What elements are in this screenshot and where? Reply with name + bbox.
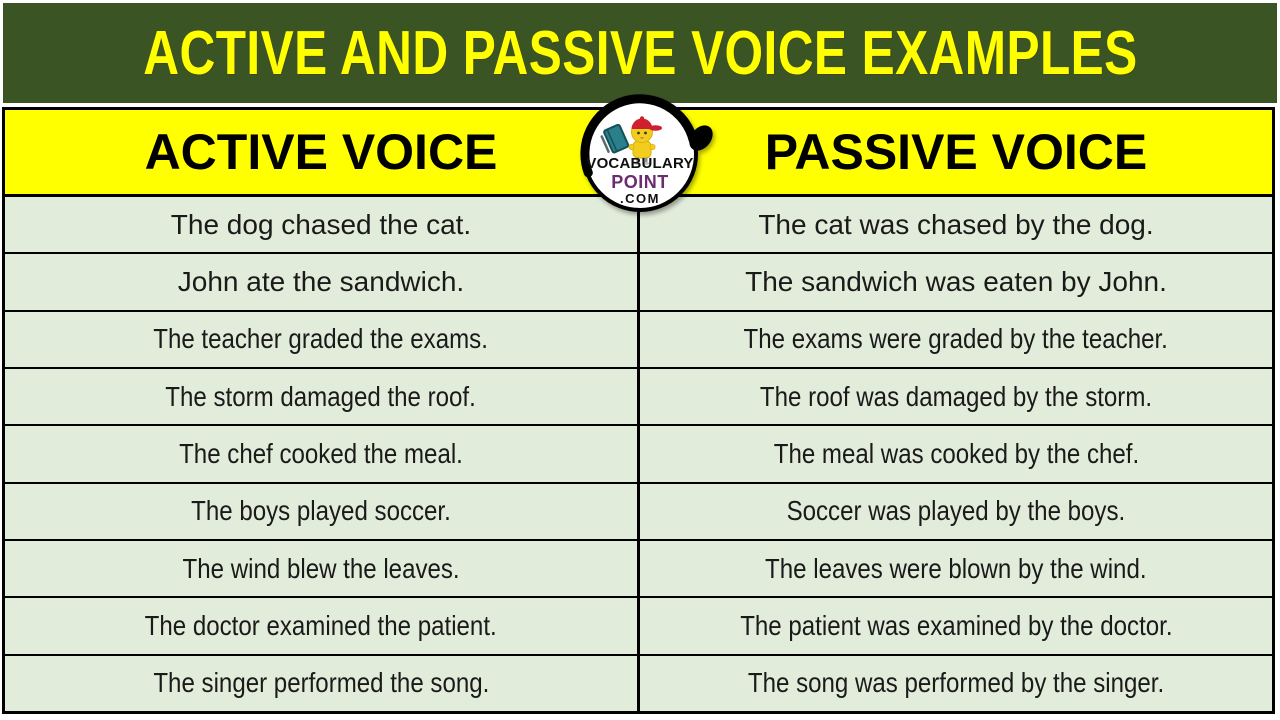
passive-sentence: The leaves were blown by the wind. bbox=[765, 552, 1147, 584]
passive-sentence: The meal was cooked by the chef. bbox=[773, 437, 1139, 469]
passive-sentence: Soccer was played by the boys. bbox=[786, 495, 1126, 527]
mascot-icon bbox=[628, 116, 662, 165]
magnifier-handle bbox=[689, 125, 713, 151]
active-sentence: The teacher graded the exams. bbox=[153, 323, 489, 355]
table-row: John ate the sandwich. The sandwich was … bbox=[5, 252, 1272, 310]
passive-voice-header: PASSIVE VOICE bbox=[764, 124, 1148, 180]
active-cell: The teacher graded the exams. bbox=[5, 311, 640, 367]
table-row: The boys played soccer. Soccer was playe… bbox=[5, 481, 1272, 539]
passive-sentence: The sandwich was eaten by John. bbox=[745, 265, 1167, 297]
active-voice-header: ACTIVE VOICE bbox=[5, 110, 640, 194]
passive-cell: The roof was damaged by the storm. bbox=[640, 369, 1272, 424]
table-row: The wind blew the leaves. The leaves wer… bbox=[5, 538, 1272, 597]
passive-sentence: The patient was examined by the doctor. bbox=[739, 609, 1173, 641]
passive-cell: The meal was cooked by the chef. bbox=[640, 426, 1272, 481]
passive-cell: The leaves were blown by the wind. bbox=[640, 541, 1272, 596]
table-row: The singer performed the song. The song … bbox=[5, 653, 1272, 711]
active-sentence: The singer performed the song. bbox=[153, 667, 489, 699]
passive-cell: Soccer was played by the boys. bbox=[640, 484, 1272, 539]
active-cell: The singer performed the song. bbox=[5, 655, 640, 711]
magnifying-glass-logo-icon bbox=[580, 94, 713, 212]
active-sentence: The dog chased the cat. bbox=[170, 208, 472, 240]
cap-icon bbox=[631, 118, 653, 129]
passive-cell: The sandwich was eaten by John. bbox=[640, 254, 1272, 309]
table-body: The dog chased the cat. The cat was chas… bbox=[5, 197, 1272, 711]
table-row: The chef cooked the meal. The meal was c… bbox=[5, 424, 1272, 482]
passive-sentence: The cat was chased by the dog. bbox=[758, 208, 1154, 240]
title-banner: ACTIVE AND PASSIVE VOICE EXAMPLES bbox=[3, 3, 1277, 103]
active-sentence: The chef cooked the meal. bbox=[179, 437, 463, 469]
passive-sentence: The exams were graded by the teacher. bbox=[743, 323, 1169, 355]
active-cell: The wind blew the leaves. bbox=[5, 540, 640, 597]
passive-cell: The patient was examined by the doctor. bbox=[640, 598, 1272, 653]
active-cell: John ate the sandwich. bbox=[5, 254, 640, 310]
passive-cell: The exams were graded by the teacher. bbox=[640, 312, 1272, 367]
active-sentence: The boys played soccer. bbox=[191, 495, 451, 527]
active-sentence: The storm damaged the roof. bbox=[165, 380, 477, 412]
table-row: The dog chased the cat. The cat was chas… bbox=[5, 197, 1272, 253]
page-title: ACTIVE AND PASSIVE VOICE EXAMPLES bbox=[142, 18, 1138, 88]
active-cell: The boys played soccer. bbox=[5, 483, 640, 539]
passive-sentence: The song was performed by the singer. bbox=[747, 667, 1165, 699]
logo-text-point: POINT bbox=[611, 172, 669, 192]
table-row: The doctor examined the patient. The pat… bbox=[5, 596, 1272, 654]
passive-cell: The cat was chased by the dog. bbox=[640, 197, 1272, 252]
passive-cell: The song was performed by the singer. bbox=[640, 656, 1272, 711]
active-cell: The dog chased the cat. bbox=[5, 197, 640, 253]
active-cell: The storm damaged the roof. bbox=[5, 368, 640, 425]
passive-sentence: The roof was damaged by the storm. bbox=[759, 380, 1153, 412]
logo-text-vocabulary: VOCABULARY bbox=[586, 155, 694, 172]
active-cell: The doctor examined the patient. bbox=[5, 598, 640, 654]
table-row: The storm damaged the roof. The roof was… bbox=[5, 366, 1272, 425]
active-sentence: The wind blew the leaves. bbox=[182, 552, 460, 584]
logo-text-com: .COM bbox=[620, 191, 660, 206]
active-sentence: The doctor examined the patient. bbox=[144, 609, 498, 641]
vocabulary-point-logo: VOCABULARY POINT .COM bbox=[574, 90, 714, 220]
active-cell: The chef cooked the meal. bbox=[5, 426, 640, 482]
active-sentence: John ate the sandwich. bbox=[177, 265, 465, 297]
table-row: The teacher graded the exams. The exams … bbox=[5, 309, 1272, 367]
book-icon bbox=[600, 123, 630, 154]
